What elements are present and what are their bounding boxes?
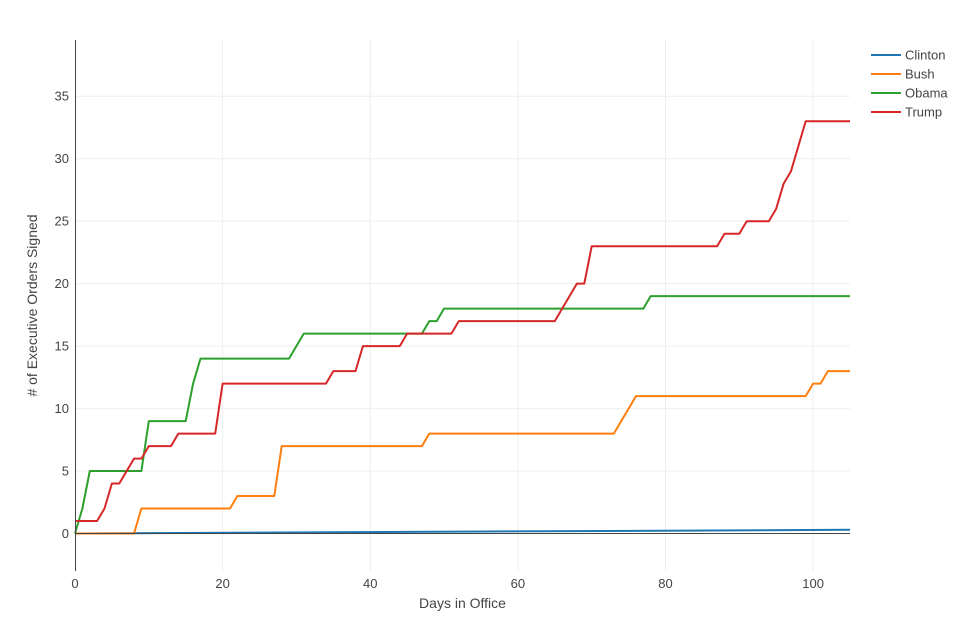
series-layer	[74, 120, 851, 535]
legend-item-bush[interactable]: Bush	[871, 67, 935, 82]
x-tick-label: 60	[511, 576, 525, 591]
legend-item-clinton[interactable]: Clinton	[871, 48, 945, 63]
y-tick-label: 30	[55, 151, 69, 166]
legend-label: Obama	[905, 86, 948, 101]
x-axis-title: Days in Office	[419, 595, 506, 611]
legend-item-trump[interactable]: Trump	[871, 105, 942, 120]
legend-label: Clinton	[905, 48, 945, 63]
series-line-bush	[75, 370, 850, 535]
tick-labels: 0 20 40 60 80 100 0 5 10 15 20 25 30 35	[55, 89, 824, 591]
legend-label: Trump	[905, 105, 942, 120]
x-tick-label: 0	[71, 576, 78, 591]
x-tick-label: 20	[215, 576, 229, 591]
y-tick-label: 15	[55, 339, 69, 354]
y-tick-label: 0	[62, 526, 69, 541]
y-axis-title: # of Executive Orders Signed	[24, 214, 40, 396]
legend-label: Bush	[905, 67, 935, 82]
y-tick-label: 25	[55, 214, 69, 229]
y-tick-label: 20	[55, 276, 69, 291]
x-tick-label: 40	[363, 576, 377, 591]
axes	[75, 40, 850, 571]
y-tick-label: 35	[55, 89, 69, 104]
legend[interactable]: Clinton Bush Obama Trump	[871, 48, 948, 120]
series-line-clinton	[74, 528, 851, 535]
series-line-trump	[75, 120, 850, 522]
y-tick-label: 10	[55, 401, 69, 416]
x-tick-label: 80	[658, 576, 672, 591]
x-tick-label: 100	[802, 576, 824, 591]
series-line-obama	[74, 295, 850, 534]
y-tick-label: 5	[62, 464, 69, 479]
legend-item-obama[interactable]: Obama	[871, 86, 948, 101]
grid	[75, 40, 850, 571]
